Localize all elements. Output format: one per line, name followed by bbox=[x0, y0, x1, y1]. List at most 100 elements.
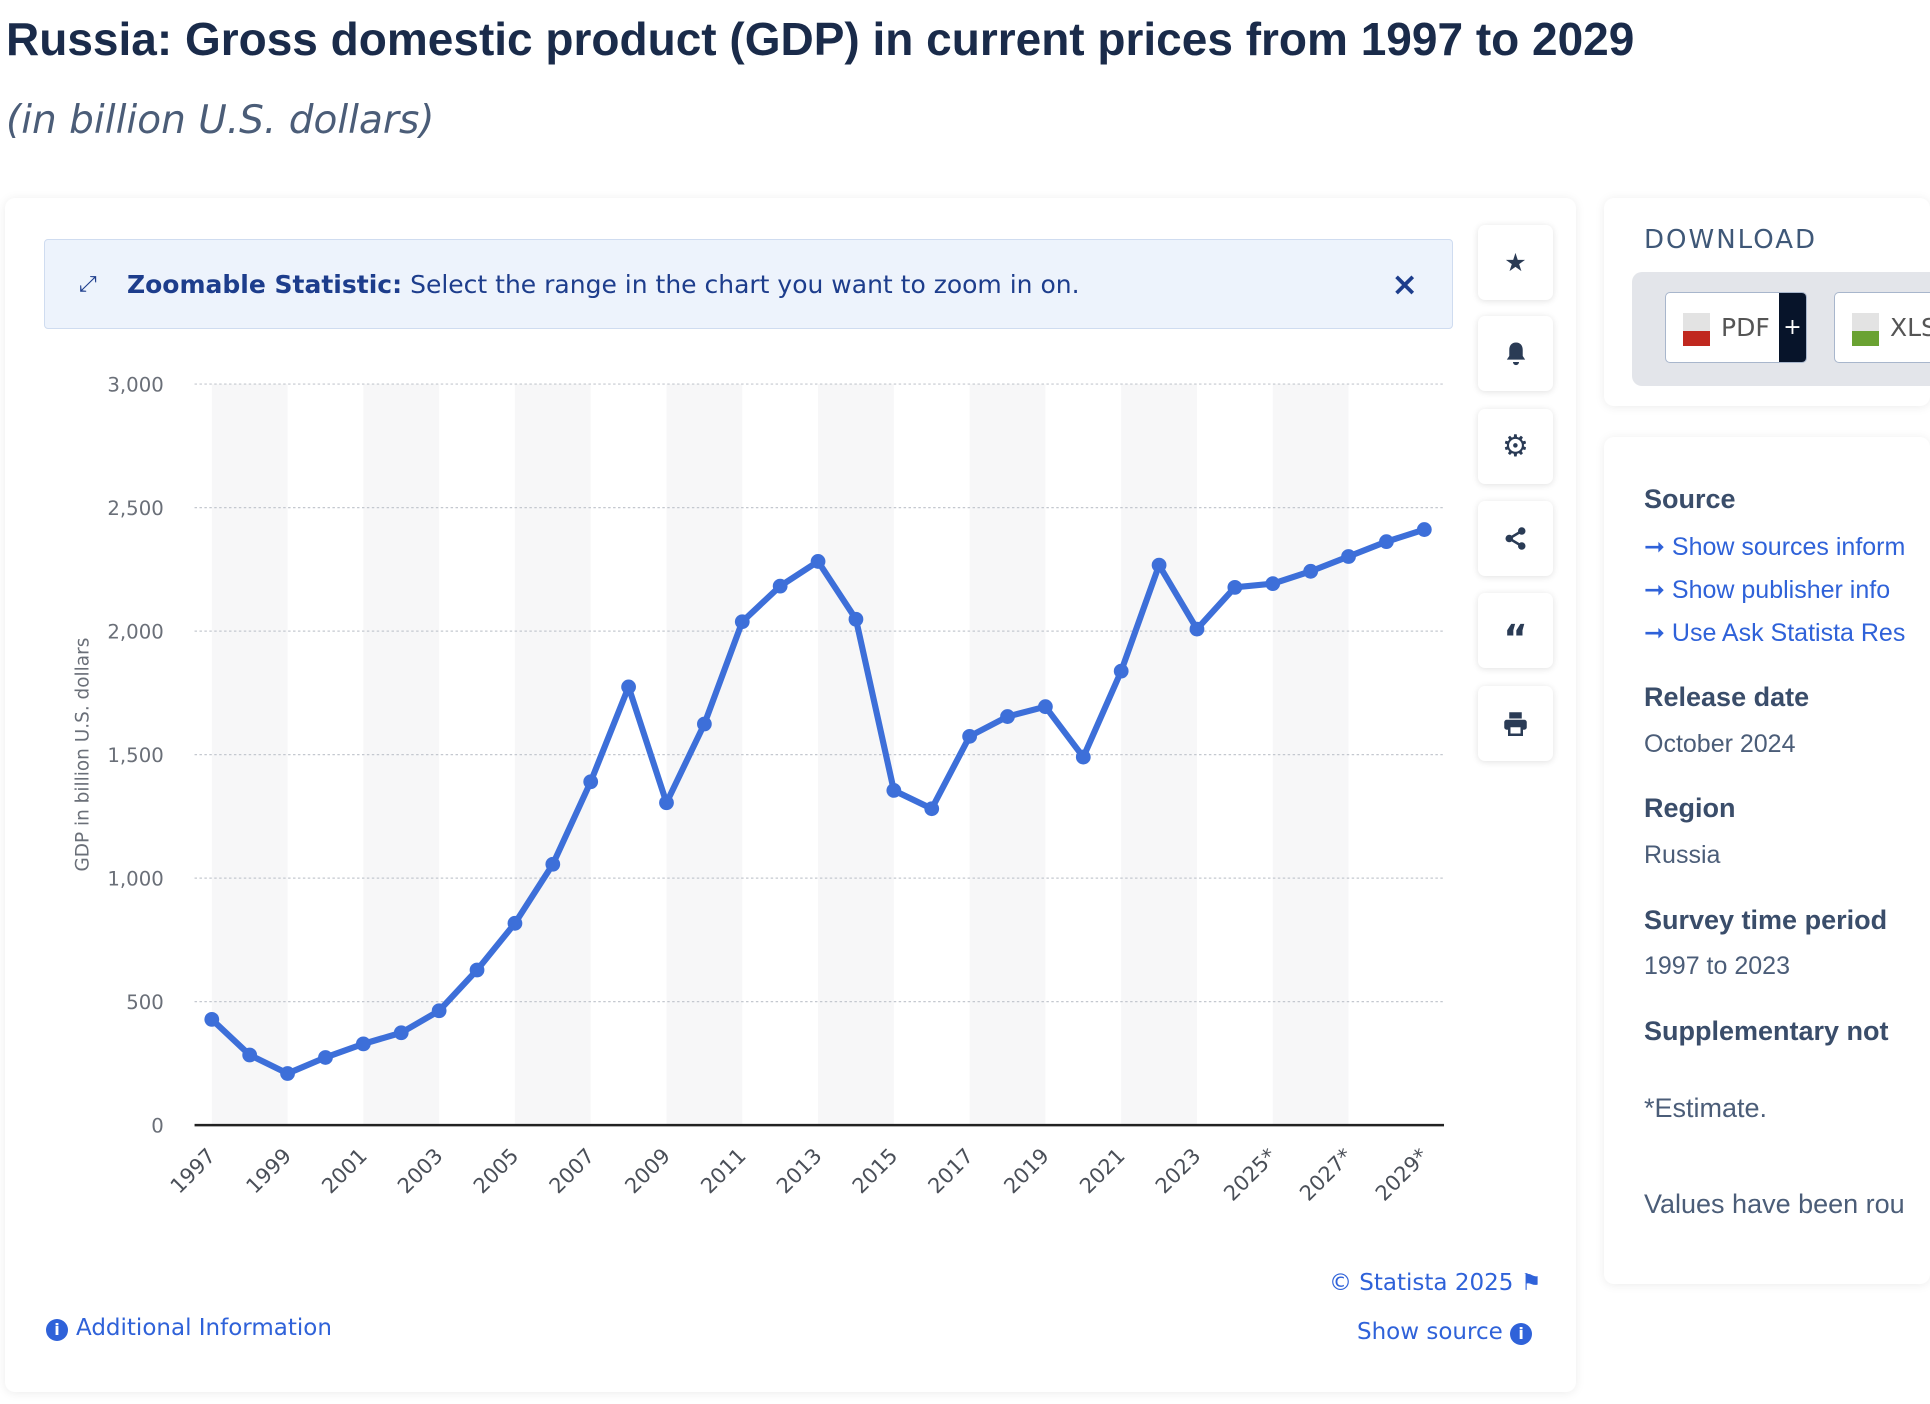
pdf-file-icon bbox=[1683, 313, 1710, 346]
data-point bbox=[1151, 557, 1167, 573]
favorite-button[interactable]: ★ bbox=[1478, 225, 1553, 300]
download-pdf-button[interactable]: PDF + bbox=[1665, 292, 1807, 363]
print-icon bbox=[1504, 712, 1527, 736]
data-point bbox=[848, 611, 864, 627]
additional-info-link[interactable]: i Additional Information bbox=[46, 1315, 332, 1341]
data-point bbox=[696, 716, 712, 732]
release-heading: Release date bbox=[1644, 682, 1810, 712]
xls-label: XLS bbox=[1890, 313, 1930, 342]
y-axis-label: GDP in billion U.S. dollars bbox=[73, 638, 94, 872]
band bbox=[1272, 384, 1349, 1126]
data-point bbox=[886, 783, 902, 798]
share-icon bbox=[1505, 527, 1526, 550]
x-tick-label: 2011 bbox=[696, 1144, 751, 1199]
data-point bbox=[393, 1025, 409, 1041]
data-point bbox=[962, 728, 978, 744]
source-heading: Source bbox=[1644, 484, 1736, 514]
download-heading: DOWNLOAD bbox=[1644, 225, 1818, 255]
release-value: October 2024 bbox=[1644, 730, 1796, 758]
download-xls-button[interactable]: XLS bbox=[1834, 292, 1930, 363]
y-tick-label: 1,000 bbox=[107, 867, 163, 890]
flag-icon: ⚑ bbox=[1520, 1270, 1542, 1296]
estimate-note: *Estimate. bbox=[1644, 1093, 1768, 1123]
data-point bbox=[204, 1012, 220, 1027]
quote-icon: “ bbox=[1503, 616, 1528, 660]
region-heading: Region bbox=[1644, 793, 1736, 823]
y-tick-label: 500 bbox=[126, 991, 164, 1014]
source-link-2[interactable]: ➞ Show publisher info bbox=[1644, 576, 1891, 604]
x-tick-label: 2003 bbox=[393, 1144, 448, 1199]
source-link-text: Show publisher info bbox=[1671, 576, 1891, 604]
x-tick-label: 2029* bbox=[1371, 1144, 1433, 1206]
supplementary-heading: Supplementary not bbox=[1644, 1016, 1889, 1046]
x-tick-label: 2001 bbox=[317, 1144, 372, 1199]
copyright-link[interactable]: © Statista 2025 ⚑ bbox=[1329, 1270, 1541, 1296]
print-button[interactable] bbox=[1478, 686, 1553, 761]
pdf-label: PDF bbox=[1721, 313, 1770, 342]
data-point bbox=[1379, 534, 1394, 550]
close-banner-button[interactable]: × bbox=[1391, 265, 1418, 303]
x-tick-label: 1999 bbox=[241, 1144, 296, 1199]
data-point bbox=[1416, 522, 1432, 537]
notification-button[interactable] bbox=[1478, 316, 1553, 391]
share-button[interactable] bbox=[1478, 501, 1553, 576]
gdp-line-chart[interactable]: 0 500 1,000 1,500 2,000 2,500 3,000 GDP in bill… bbox=[0, 0, 1465, 1231]
data-point bbox=[242, 1047, 258, 1063]
star-icon: ★ bbox=[1504, 248, 1527, 277]
additional-info-text: Additional Information bbox=[76, 1315, 332, 1341]
banner-bold: Zoomable Statistic: bbox=[127, 269, 403, 299]
gear-icon: ⚙ bbox=[1502, 429, 1529, 464]
y-tick-label: 3,000 bbox=[107, 373, 163, 396]
source-link-1[interactable]: ➞ Show sources inform bbox=[1644, 533, 1906, 561]
page-subtitle: (in billion U.S. dollars) bbox=[6, 98, 435, 143]
details-card bbox=[1604, 437, 1930, 1284]
x-tick-label: 2017 bbox=[923, 1144, 978, 1199]
x-tick-label: 2015 bbox=[848, 1144, 903, 1199]
data-point bbox=[1038, 699, 1053, 715]
zoom-banner: ⤢ Zoomable Statistic: Select the range i… bbox=[44, 239, 1453, 329]
y-tick-label: 2,000 bbox=[107, 620, 163, 643]
data-point bbox=[1000, 709, 1015, 724]
settings-button[interactable]: ⚙ bbox=[1478, 409, 1553, 484]
data-point bbox=[1189, 621, 1205, 637]
expand-icon: ⤢ bbox=[79, 271, 97, 297]
show-source-link[interactable]: Show source i bbox=[1357, 1319, 1533, 1345]
data-point bbox=[1075, 749, 1091, 765]
copyright-text: © Statista 2025 bbox=[1329, 1270, 1514, 1296]
data-point bbox=[1227, 579, 1243, 595]
y-tick-label: 2,500 bbox=[107, 497, 163, 520]
y-tick-label: 1,500 bbox=[107, 744, 163, 767]
data-point bbox=[545, 856, 561, 872]
source-link-text: Show sources inform bbox=[1671, 533, 1906, 561]
data-point bbox=[507, 915, 523, 931]
banner-text: Select the range in the chart you want t… bbox=[410, 269, 1080, 299]
x-tick-label: 2027* bbox=[1295, 1144, 1357, 1206]
rounded-note: Values have been rou bbox=[1644, 1189, 1905, 1219]
data-point bbox=[810, 554, 826, 569]
cite-button[interactable]: “ bbox=[1478, 593, 1553, 668]
source-link-text: Use Ask Statista Res bbox=[1671, 619, 1906, 647]
x-tick-label: 2005 bbox=[469, 1144, 524, 1199]
info-icon: i bbox=[46, 1319, 68, 1341]
data-point bbox=[280, 1066, 295, 1081]
band bbox=[514, 384, 591, 1126]
x-tick-label: 2023 bbox=[1151, 1144, 1206, 1199]
data-point bbox=[318, 1050, 333, 1065]
data-point bbox=[1341, 549, 1356, 564]
bell-icon bbox=[1506, 342, 1525, 366]
data-point bbox=[583, 774, 599, 790]
data-point bbox=[355, 1036, 371, 1052]
x-tick-label: 2009 bbox=[620, 1144, 675, 1199]
data-point bbox=[1265, 576, 1281, 592]
source-link-3[interactable]: ➞ Use Ask Statista Res bbox=[1644, 619, 1906, 647]
region-value: Russia bbox=[1644, 841, 1721, 869]
data-point bbox=[924, 801, 940, 817]
survey-heading: Survey time period bbox=[1644, 905, 1888, 935]
x-tick-label: 2019 bbox=[999, 1144, 1054, 1199]
data-point bbox=[1113, 663, 1129, 679]
survey-value: 1997 to 2023 bbox=[1644, 952, 1790, 980]
pdf-plus-button[interactable]: + bbox=[1779, 293, 1806, 362]
y-tick-label: 0 bbox=[151, 1115, 164, 1138]
data-point bbox=[772, 578, 788, 594]
